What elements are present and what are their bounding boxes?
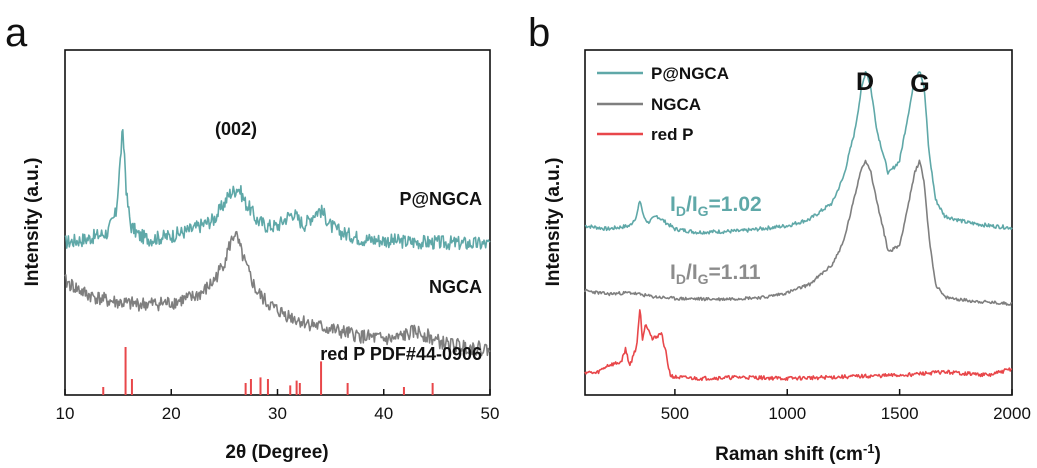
panel-b-x-ticks: 500 1000 1500 2000 <box>661 389 1031 423</box>
panel-a-series <box>64 129 491 395</box>
panel-a-x-ticks: 10 20 30 40 50 <box>56 389 500 423</box>
series-line-ngca-xrd <box>64 230 491 357</box>
panel-b-plot-frame <box>584 49 1013 396</box>
panel-a-x-tick-label-40: 40 <box>374 404 393 423</box>
peak-label-g: G <box>910 70 929 98</box>
series-line-p-ngca-xrd <box>64 129 491 251</box>
panel-b-x-tick-label-1000: 1000 <box>768 404 806 423</box>
panel-a-x-tick-label-50: 50 <box>481 404 500 423</box>
panel-a-y-axis-title: Intensity (a.u.) <box>22 158 43 287</box>
legend-label-p-ngca: P@NGCA <box>651 64 729 83</box>
annotation-002: (002) <box>215 119 257 139</box>
label-p-ngca-a: P@NGCA <box>399 189 482 209</box>
panel-a-x-tick-label-30: 30 <box>268 404 287 423</box>
panel-b-x-tick-label-2000: 2000 <box>993 404 1031 423</box>
panel-a: a 10 20 30 40 50 (002) P@NGCA NGCA red P PDF… <box>5 11 499 463</box>
legend-label-red-p: red P <box>651 125 694 144</box>
panel-b-x-tick-label-500: 500 <box>661 404 689 423</box>
legend: P@NGCA NGCA red P <box>597 64 729 144</box>
series-line-p-ngca-raman <box>584 71 1013 235</box>
panel-b: b 500 1000 1500 2000 P@NGCA NGCA red P D G … <box>528 11 1031 465</box>
peak-label-d: D <box>856 68 874 96</box>
panel-b-x-axis-title: Raman shift (cm-1) <box>715 441 881 465</box>
panel-a-letter: a <box>5 11 28 55</box>
panel-a-x-axis-title: 2θ (Degree) <box>225 442 328 463</box>
label-red-p-pdf: red P PDF#44-0906 <box>320 344 482 364</box>
panel-b-series <box>584 71 1013 382</box>
panel-a-x-tick-label-20: 20 <box>162 404 181 423</box>
legend-label-ngca: NGCA <box>651 95 701 114</box>
ratio-label-p-ngca: ID/IG=1.02 <box>670 193 762 219</box>
ratio-label-ngca: ID/IG=1.11 <box>670 261 761 287</box>
series-line-red-p-raman <box>584 309 1013 382</box>
panel-a-x-tick-label-10: 10 <box>56 404 75 423</box>
series-line-ngca-raman <box>584 159 1013 306</box>
label-ngca-a: NGCA <box>429 277 482 297</box>
panel-b-x-tick-label-1500: 1500 <box>881 404 919 423</box>
panel-b-letter: b <box>528 11 550 55</box>
panel-b-y-axis-title: Intensity (a.u.) <box>543 158 564 287</box>
